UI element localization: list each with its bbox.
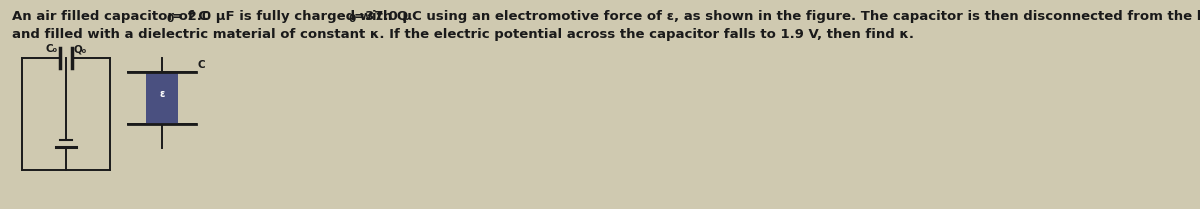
Text: ε: ε [158, 89, 164, 99]
Text: Q₀: Q₀ [74, 44, 88, 54]
Text: C: C [198, 60, 205, 70]
Bar [146, 72, 178, 124]
Text: 0: 0 [167, 14, 174, 24]
Text: C₀: C₀ [46, 44, 58, 54]
Text: and filled with a dielectric material of constant κ. If the electric potential a: and filled with a dielectric material of… [12, 28, 914, 41]
Text: 0: 0 [349, 14, 356, 24]
Text: = 2.0 μF is fully charged with Q: = 2.0 μF is fully charged with Q [172, 10, 408, 23]
Text: =37.0 μC using an electromotive force of ε, as shown in the figure. The capacito: =37.0 μC using an electromotive force of… [354, 10, 1200, 23]
Text: An air filled capacitor of C: An air filled capacitor of C [12, 10, 208, 23]
